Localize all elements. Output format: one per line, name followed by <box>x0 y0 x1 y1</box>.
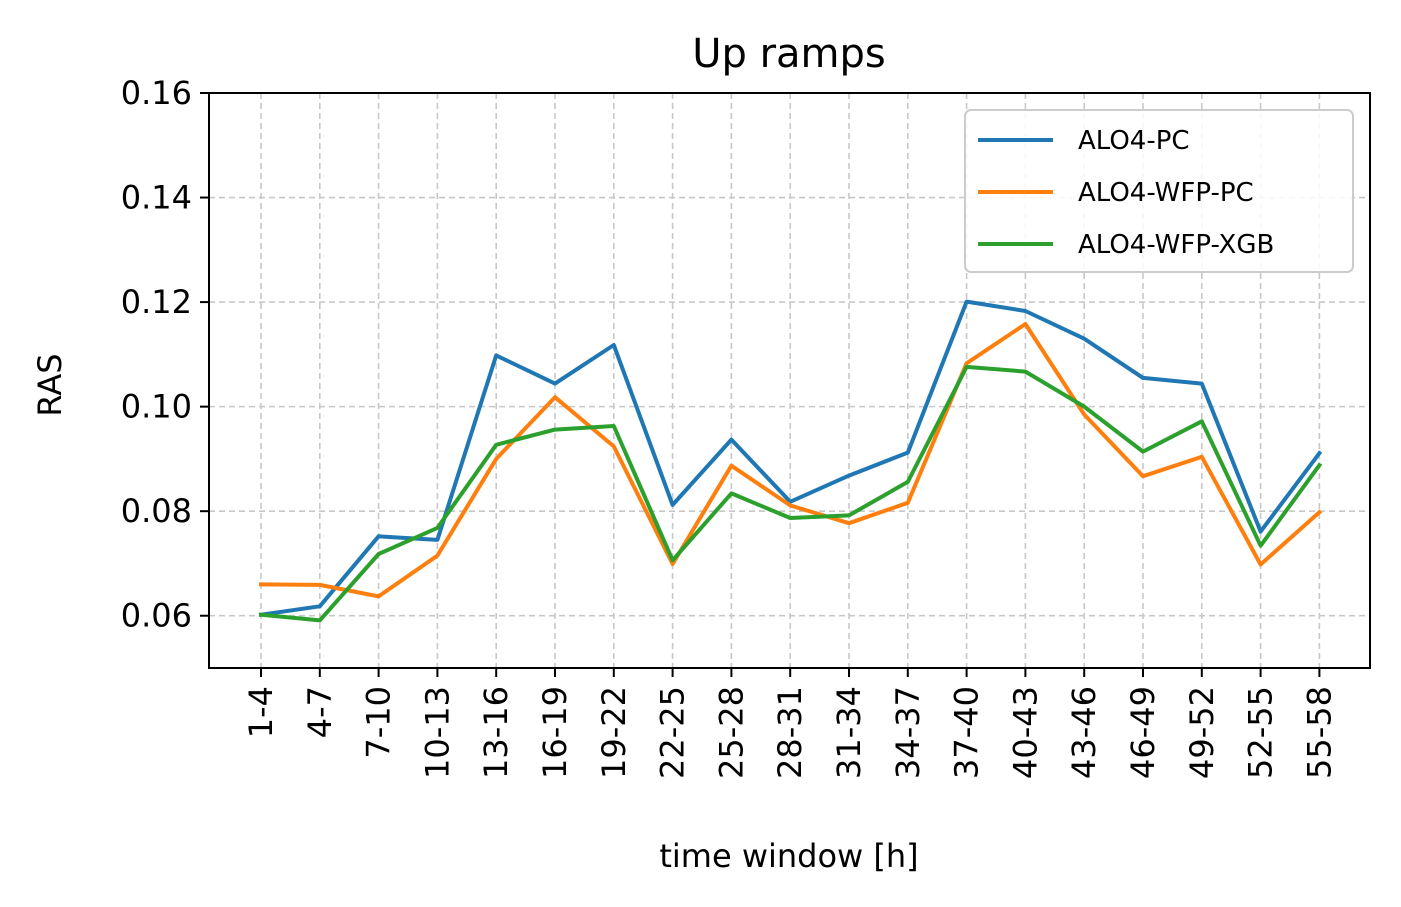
legend-box <box>964 109 1354 273</box>
y-tick-label: 0.12 <box>121 283 192 321</box>
x-tick-label: 25-28 <box>712 686 750 779</box>
y-axis: 0.06 0.08 0.10 0.12 0.14 0.16 <box>121 74 209 635</box>
series-line-alo4-wfp-xgb <box>258 364 1323 623</box>
x-tick-label: 10-13 <box>418 686 456 779</box>
x-tick-label: 49-52 <box>1183 686 1221 779</box>
y-tick-label: 0.06 <box>121 597 192 635</box>
x-tick-label: 40-43 <box>1006 686 1044 779</box>
x-axis: 1-4 4-7 7-10 10-13 13-16 16-19 19-22 22-25 25-28… <box>242 668 1338 779</box>
x-tick-label: 7-10 <box>360 686 398 759</box>
x-tick-label: 22-25 <box>654 686 692 779</box>
x-tick-label: 52-55 <box>1242 686 1280 779</box>
y-tick-label: 0.10 <box>121 388 192 426</box>
legend-label: ALO4-PC <box>1078 126 1190 156</box>
x-tick-label: 13-16 <box>477 686 515 779</box>
x-tick-label: 1-4 <box>242 686 280 738</box>
x-tick-label: 31-34 <box>830 686 868 779</box>
legend-label: ALO4-WFP-PC <box>1078 178 1254 208</box>
x-tick-label: 28-31 <box>771 686 809 779</box>
x-tick-label: 55-58 <box>1300 686 1338 779</box>
x-tick-label: 19-22 <box>595 686 633 779</box>
chart-title: Up ramps <box>692 31 886 77</box>
y-axis-label: RAS <box>31 353 69 416</box>
legend-label: ALO4-WFP-XGB <box>1078 230 1274 260</box>
series-layer <box>258 299 1323 623</box>
x-axis-label: time window [h] <box>659 837 918 875</box>
y-tick-label: 0.14 <box>121 179 192 217</box>
x-tick-label: 34-37 <box>889 686 927 779</box>
series-line-alo4-wfp-pc <box>258 322 1323 599</box>
x-tick-label: 43-46 <box>1065 686 1103 779</box>
series-line-alo4-pc <box>258 299 1323 617</box>
x-tick-label: 4-7 <box>301 686 339 738</box>
x-tick-label: 46-49 <box>1124 686 1162 779</box>
x-tick-label: 16-19 <box>536 686 574 779</box>
legend: ALO4-PC ALO4-WFP-PC ALO4-WFP-XGB <box>964 109 1354 273</box>
x-tick-label: 37-40 <box>948 686 986 779</box>
y-tick-label: 0.16 <box>121 74 192 112</box>
y-tick-label: 0.08 <box>121 492 192 530</box>
